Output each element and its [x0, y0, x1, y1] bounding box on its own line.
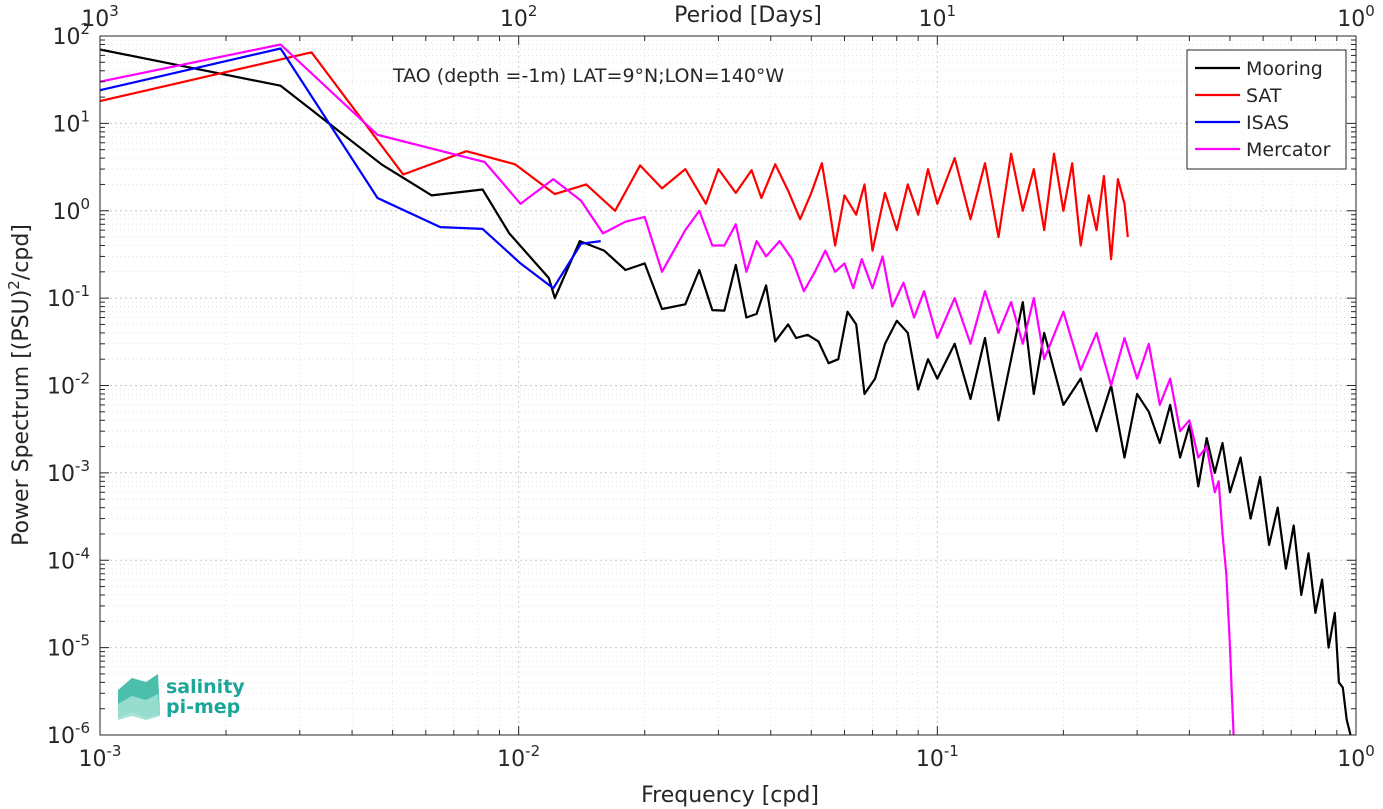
y-tick-label: 10-5 [47, 632, 90, 662]
y-tick-exponent: -6 [75, 719, 90, 737]
top-tick-base: 10 [919, 7, 947, 32]
top-tick-base: 10 [1337, 7, 1365, 32]
y-tick-base: 10 [47, 287, 75, 312]
y-tick-label: 101 [52, 107, 90, 137]
x-tick-label: 10-3 [79, 742, 122, 772]
y-tick-label: 100 [52, 195, 90, 225]
y-axis-label: Power Spectrum [(PSU)2/cpd] [5, 224, 34, 546]
y-tick-base: 10 [47, 549, 75, 574]
x-tick-label: 10-2 [497, 742, 540, 772]
y-tick-exponent: -1 [75, 282, 90, 300]
logo-text-line1: salinity [166, 676, 245, 698]
x-tick-label: 100 [1337, 742, 1375, 772]
series-line-sat [99, 51, 1129, 261]
series-line-mooring [99, 48, 1352, 736]
y-tick-base: 10 [47, 637, 75, 662]
legend-label-mooring: Mooring [1246, 58, 1323, 80]
y-axis-label-tail: /cpd] [9, 224, 34, 280]
top-tick-exponent: 1 [947, 2, 957, 20]
x-tick-exponent: -1 [944, 742, 959, 760]
top-tick-exponent: 0 [1365, 2, 1375, 20]
x-tick-base: 10 [916, 747, 944, 772]
top-axis-label: Period [Days] [674, 3, 822, 28]
tick-marks [99, 35, 1357, 736]
y-tick-base: 10 [47, 375, 75, 400]
top-tick-label: 103 [81, 2, 119, 32]
x-tick-exponent: 0 [1365, 742, 1375, 760]
x-tick-exponent: -2 [525, 742, 540, 760]
logo-wave-icon-light [118, 694, 160, 720]
x-tick-base: 10 [1337, 747, 1365, 772]
salinity-pi-mep-logo: salinity pi-mep [118, 674, 245, 720]
y-tick-label: 10-6 [47, 719, 90, 749]
top-tick-label: 101 [919, 2, 957, 32]
top-tick-label: 102 [500, 2, 538, 32]
y-tick-base: 10 [47, 462, 75, 487]
y-tick-label: 10-3 [47, 457, 90, 487]
legend-label-sat: SAT [1246, 85, 1282, 107]
x-tick-base: 10 [497, 747, 525, 772]
top-tick-exponent: 3 [109, 2, 119, 20]
logo-text-line2: pi-mep [166, 696, 240, 718]
x-tick-label: 10-1 [916, 742, 959, 772]
y-tick-label: 10-1 [47, 282, 90, 312]
top-tick-exponent: 2 [528, 2, 538, 20]
y-tick-base: 10 [47, 724, 75, 749]
series-line-mercator [99, 43, 1235, 736]
series-line-isas [99, 47, 601, 290]
top-tick-label: 100 [1337, 2, 1375, 32]
y-tick-exponent: -4 [75, 544, 90, 562]
top-tick-base: 10 [500, 7, 528, 32]
y-tick-exponent: 0 [80, 195, 90, 213]
y-tick-exponent: -5 [75, 632, 90, 650]
y-tick-label: 10-2 [47, 370, 90, 400]
y-tick-base: 10 [52, 200, 80, 225]
top-tick-base: 10 [81, 7, 109, 32]
legend-label-mercator: Mercator [1246, 139, 1331, 161]
y-tick-exponent: -2 [75, 370, 90, 388]
x-axis-label: Frequency [cpd] [641, 783, 819, 808]
y-axis-label-main: Power Spectrum [(PSU) [9, 290, 34, 546]
x-tick-exponent: -3 [107, 742, 122, 760]
y-tick-base: 10 [52, 112, 80, 137]
series-lines [99, 43, 1352, 736]
y-tick-exponent: 2 [80, 20, 90, 38]
legend: Mooring SAT ISAS Mercator [1186, 49, 1347, 170]
y-tick-exponent: 1 [80, 107, 90, 125]
y-tick-label: 10-4 [47, 544, 90, 574]
legend-label-isas: ISAS [1246, 112, 1289, 134]
x-tick-base: 10 [79, 747, 107, 772]
grid [99, 35, 1357, 736]
y-axis-label-exponent: 2 [5, 280, 23, 290]
y-tick-exponent: -3 [75, 457, 90, 475]
y-tick-base: 10 [52, 25, 80, 50]
y-tick-label: 102 [52, 20, 90, 50]
chart-annotation: TAO (depth =-1m) LAT=9°N;LON=140°W [392, 65, 784, 87]
